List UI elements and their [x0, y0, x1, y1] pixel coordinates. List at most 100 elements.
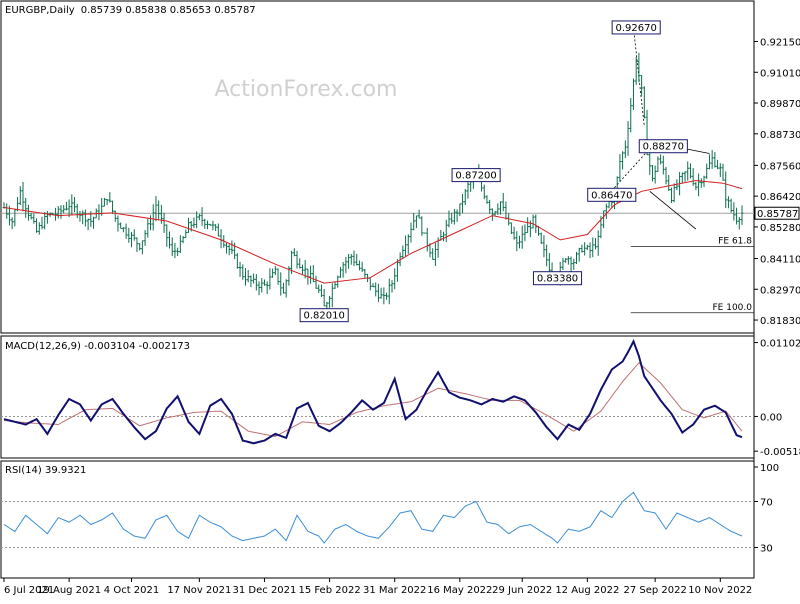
- price-bar: [596, 230, 600, 256]
- price-bar: [708, 154, 711, 170]
- price-bar: [227, 244, 231, 256]
- price-bar: [428, 243, 432, 258]
- price-bar: [605, 203, 608, 219]
- price-bar: [238, 261, 242, 277]
- price-bar: [331, 283, 334, 308]
- price-bar: [724, 171, 728, 209]
- price-bar: [244, 268, 247, 286]
- price-bar: [214, 224, 217, 232]
- price-bar: [618, 154, 622, 182]
- y-tick-label: 0.82970: [760, 285, 800, 296]
- price-bar: [263, 279, 266, 286]
- macd-pane: [0, 335, 755, 459]
- price-bar: [198, 213, 201, 221]
- price-bar: [111, 200, 114, 214]
- svg-text:0.88270: 0.88270: [643, 142, 684, 153]
- price-bar: [27, 204, 30, 221]
- price-bar: [735, 207, 738, 225]
- price-bar: [662, 155, 665, 175]
- price-bar: [531, 214, 535, 229]
- price-bar: [184, 229, 188, 239]
- price-bar: [482, 184, 486, 200]
- price-bar: [43, 212, 46, 230]
- price-bar: [501, 192, 505, 212]
- price-bar: [450, 212, 453, 224]
- price-bar: [21, 181, 25, 212]
- x-tick-label: 4 Oct 2021: [104, 585, 159, 596]
- price-bar: [371, 283, 375, 288]
- price-bar: [265, 281, 269, 295]
- x-tick-label: 31 Dec 2021: [233, 585, 297, 596]
- price-bar: [588, 242, 592, 259]
- price-bar: [349, 253, 353, 265]
- price-bar: [577, 247, 581, 262]
- price-bar: [626, 121, 630, 156]
- y-tick-label: -0.005182: [760, 447, 800, 458]
- price-bar: [634, 57, 638, 85]
- price-bar: [629, 97, 633, 133]
- svg-text:0.87200: 0.87200: [455, 171, 496, 182]
- rsi-title: RSI(14) 39.9321: [5, 465, 86, 476]
- price-bar: [580, 244, 584, 253]
- price-bar: [211, 220, 215, 231]
- price-bar: [404, 235, 407, 257]
- price-bar: [37, 222, 41, 235]
- price-bar: [727, 196, 730, 209]
- price-bar: [420, 216, 424, 236]
- ma-line: [3, 179, 743, 284]
- x-tick-label: 10 Nov 2022: [688, 585, 752, 596]
- price-pane: [0, 0, 755, 334]
- price-bar: [455, 209, 459, 222]
- price-bar: [279, 272, 283, 296]
- price-bar: [252, 273, 255, 284]
- price-bar: [206, 220, 209, 230]
- price-bar: [569, 256, 573, 273]
- fe-level-label: FE 100.0: [713, 303, 753, 313]
- price-bar: [241, 264, 245, 280]
- price-bar: [377, 283, 380, 302]
- price-bar: [143, 230, 147, 246]
- price-bar: [29, 212, 33, 220]
- price-bar: [363, 269, 367, 279]
- price-bar: [526, 217, 529, 234]
- y-tick-label: 0.87560: [760, 161, 800, 172]
- rsi-lines: [1, 491, 754, 548]
- y-tick-label: 0.86420: [760, 192, 800, 203]
- price-bar: [461, 193, 464, 214]
- price-bar: [651, 164, 654, 182]
- price-bar: [640, 74, 643, 96]
- price-bar: [643, 86, 646, 119]
- price-bar: [284, 279, 288, 298]
- price-bar: [520, 225, 524, 249]
- price-bar: [309, 265, 312, 284]
- price-bar: [236, 253, 239, 269]
- price-bar: [499, 201, 502, 215]
- price-bar: [151, 204, 155, 231]
- price-bar: [203, 218, 207, 229]
- y-tick-label: 100: [760, 463, 779, 474]
- price-bar: [301, 264, 304, 275]
- macd-lines: [1, 338, 754, 445]
- x-tick-label: 17 Nov 2021: [167, 585, 231, 596]
- y-tick-label: 0.00: [760, 412, 782, 423]
- price-bar: [575, 251, 578, 265]
- price-bar: [339, 266, 342, 278]
- price-bar: [168, 231, 171, 249]
- price-bar: [458, 203, 462, 217]
- price-bar: [92, 216, 95, 229]
- x-tick-label: 29 Jun 2022: [492, 585, 552, 596]
- price-bar: [119, 222, 122, 229]
- price-bar: [268, 268, 272, 290]
- price-bar: [453, 209, 456, 225]
- price-bar: [385, 292, 388, 300]
- price-bar: [113, 210, 117, 222]
- price-bar: [518, 235, 521, 249]
- price-bar: [621, 151, 624, 170]
- price-bar: [282, 282, 285, 294]
- price-bar: [442, 231, 445, 242]
- price-bar: [200, 207, 204, 226]
- price-bar: [594, 238, 597, 250]
- price-bar: [434, 242, 437, 266]
- price-annotations: 0.92670 0.88270 0.87200 0.86470 0.83380 0.820…: [299, 20, 688, 323]
- price-bar: [496, 203, 500, 216]
